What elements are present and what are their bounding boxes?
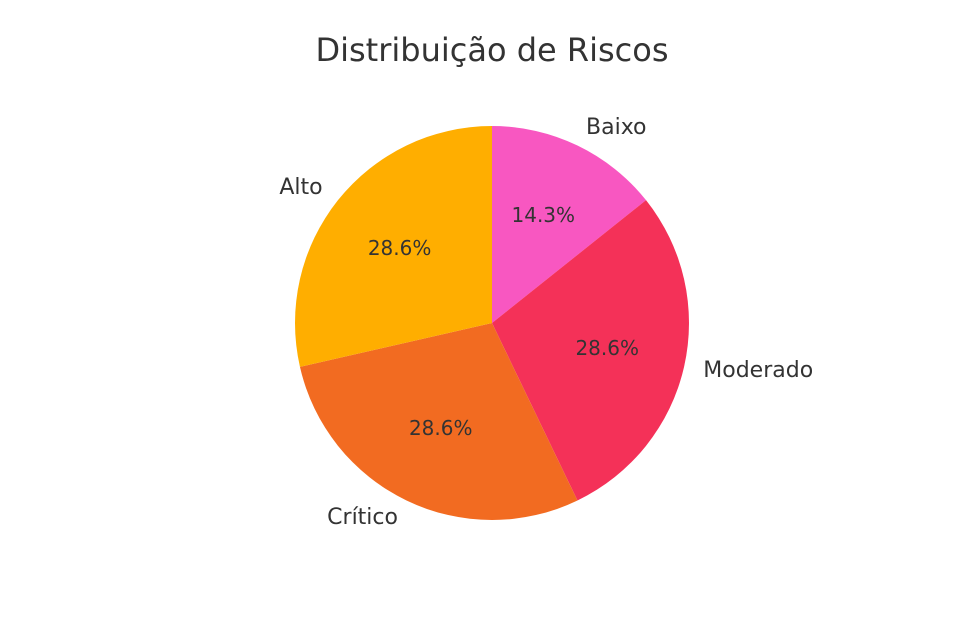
slice-label: Moderado (703, 358, 813, 383)
value-label: 28.6% (409, 416, 473, 440)
pie-slice (295, 126, 492, 367)
pie-slice (492, 126, 647, 323)
value-label: 28.6% (575, 336, 639, 360)
value-label: 28.6% (368, 236, 432, 260)
pie-slice (492, 200, 689, 501)
pie-slice (299, 323, 578, 520)
chart-title: Distribuição de Riscos (315, 31, 668, 69)
slice-label: Baixo (586, 115, 647, 140)
value-label: 14.3% (512, 203, 576, 227)
slice-label: Crítico (327, 505, 398, 530)
slice-label: Alto (279, 175, 322, 200)
